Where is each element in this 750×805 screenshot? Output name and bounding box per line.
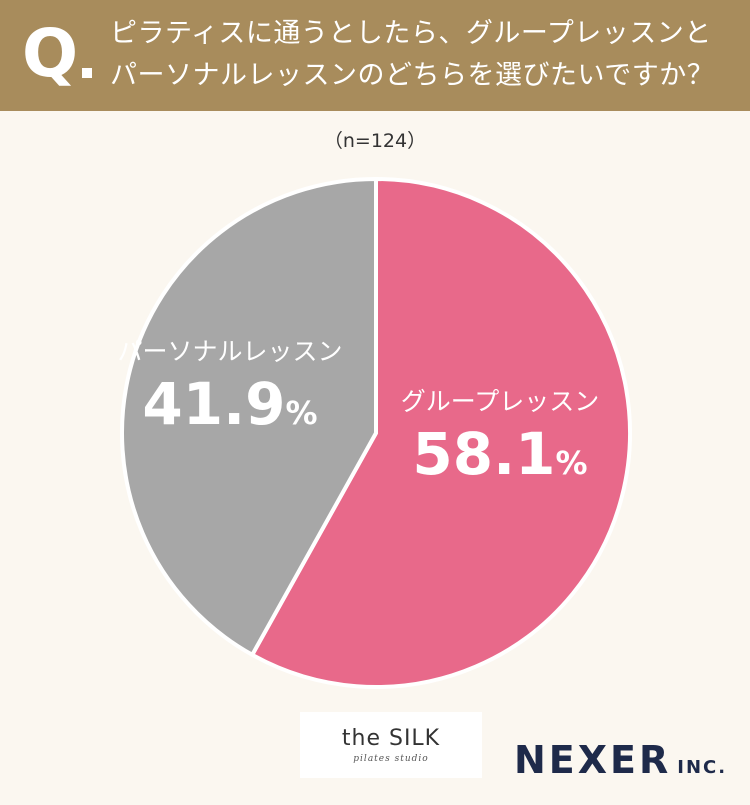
the-silk-logo-subtitle: pilates studio: [353, 754, 429, 764]
slice-value-unit-personal-lesson: %: [285, 394, 318, 432]
pie-slice-personal-lesson: [120, 177, 378, 657]
the-silk-logo-name: the SILK: [341, 726, 441, 751]
question-header: Q ピラティスに通うとしたら、グループレッスンと パーソナルレッスンのどちらを選…: [0, 0, 750, 111]
question-text-line-2: パーソナルレッスンのどちらを選びたいですか？: [110, 60, 715, 91]
slice-label-group-lesson: グループレッスン 58.1%: [380, 385, 620, 498]
slice-name-group-lesson: グループレッスン: [400, 387, 600, 416]
the-silk-logo: the SILK pilates studio: [300, 712, 482, 778]
nexer-logo: NEXER INC.: [514, 738, 727, 782]
sample-size-note: （n=124）: [323, 130, 427, 152]
slice-value-unit-group-lesson: %: [555, 444, 588, 482]
question-mark: Q: [22, 15, 79, 92]
question-mark-dot: [82, 68, 92, 78]
slice-value-number-group-lesson: 58.1: [412, 420, 556, 488]
slice-label-personal-lesson: パーソナルレッスン 41.9%: [100, 335, 360, 448]
slice-value-group-lesson: 58.1%: [380, 419, 620, 498]
pie-slice-group-lesson: [250, 177, 632, 689]
slice-name-personal-lesson: パーソナルレッスン: [117, 337, 343, 366]
nexer-logo-inc: INC.: [677, 757, 728, 778]
nexer-logo-name: NEXER: [514, 738, 672, 782]
question-text-line-1: ピラティスに通うとしたら、グループレッスンと: [110, 18, 712, 49]
slice-value-number-personal-lesson: 41.9: [142, 370, 286, 438]
slice-value-personal-lesson: 41.9%: [100, 369, 360, 448]
